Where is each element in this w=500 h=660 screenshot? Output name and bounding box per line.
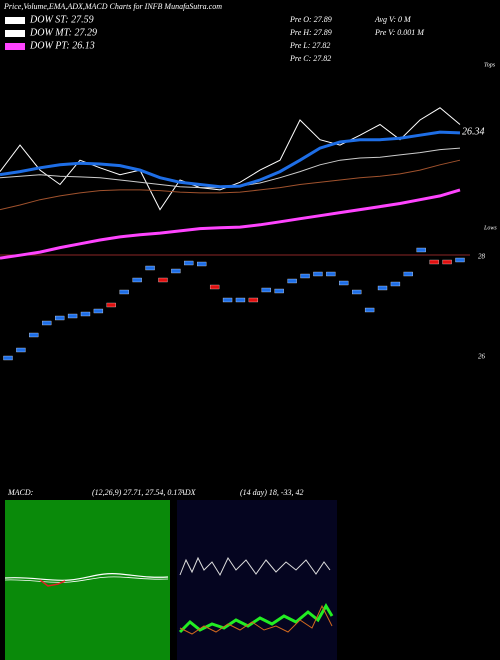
price-line — [0, 188, 461, 260]
macd-label: MACD: — [7, 488, 34, 497]
legend-swatch — [5, 43, 25, 50]
macd-histogram — [39, 579, 66, 587]
box — [364, 307, 375, 313]
box — [16, 347, 26, 353]
box — [197, 261, 207, 267]
box — [235, 297, 246, 303]
box — [67, 313, 78, 319]
box — [313, 271, 323, 277]
box — [429, 259, 439, 265]
price-line — [0, 159, 461, 211]
box — [390, 281, 401, 287]
lows-label: Lows — [483, 225, 497, 231]
volume: Avg V: 0 M — [374, 15, 412, 24]
box — [300, 273, 310, 279]
y-tick-label: 26 — [478, 353, 486, 361]
legend-swatch — [5, 17, 25, 24]
macd-line — [4, 573, 169, 581]
box — [184, 260, 194, 266]
adx-label: ADX — [179, 488, 197, 497]
box — [248, 297, 259, 303]
box — [29, 332, 39, 338]
adx-line — [179, 556, 331, 577]
box — [42, 320, 52, 326]
box — [3, 355, 13, 361]
ohlc: Pre L: 27.82 — [289, 41, 330, 50]
box — [287, 278, 297, 284]
box — [403, 271, 413, 277]
box — [145, 265, 155, 271]
box — [171, 268, 181, 274]
box — [377, 285, 388, 291]
box — [326, 271, 336, 277]
legend-label: DOW MT: 27.29 — [29, 27, 97, 38]
ohlc: Pre C: 27.82 — [289, 54, 331, 63]
box — [93, 308, 104, 314]
box — [274, 288, 284, 294]
legend-swatch — [5, 30, 25, 37]
legend-label: DOW PT: 26.13 — [29, 40, 95, 51]
adx-params: (14 day) 18, -33, 42 — [240, 488, 304, 497]
box — [442, 259, 452, 265]
box — [352, 289, 362, 295]
adx-panel — [177, 500, 337, 660]
plus-di — [178, 603, 334, 634]
last-price: 26.34 — [462, 126, 485, 137]
ohlc: Pre H: 27.89 — [289, 28, 332, 37]
minus-di — [179, 604, 333, 635]
box — [106, 302, 116, 308]
macd-panel — [5, 500, 170, 660]
box — [55, 315, 65, 321]
box — [222, 297, 233, 303]
ohlc: Pre O: 27.89 — [289, 15, 332, 24]
box — [261, 287, 271, 293]
title: Price,Volume,EMA,ADX,MACD Charts for INF… — [3, 2, 222, 11]
volume: Pre V: 0.001 M — [374, 28, 425, 37]
box — [209, 284, 220, 290]
box — [119, 289, 129, 295]
box — [80, 311, 91, 317]
box — [339, 280, 349, 286]
box — [416, 247, 426, 253]
box — [455, 257, 465, 263]
legend-label: DOW ST: 27.59 — [29, 14, 94, 25]
y-tick-label: 28 — [478, 253, 486, 261]
signal-line — [4, 576, 169, 583]
macd-params: (12,26,9) 27.71, 27.54, 0.17 — [92, 488, 182, 497]
price-line — [0, 147, 461, 189]
price-line — [0, 130, 461, 189]
box — [158, 277, 168, 283]
tops-label: Tops — [484, 62, 496, 68]
box — [132, 277, 142, 283]
